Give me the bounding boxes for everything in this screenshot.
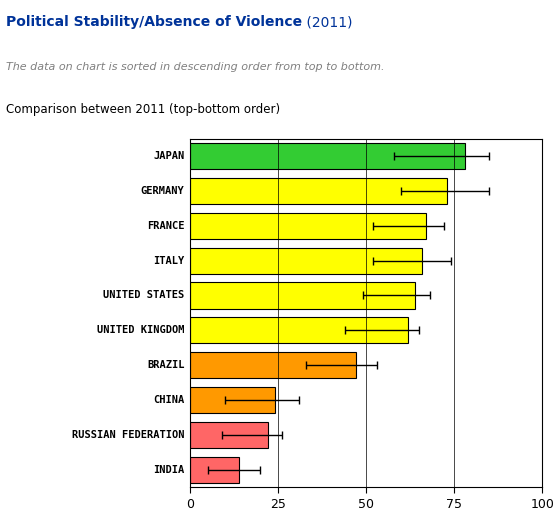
Bar (190, 457, 239, 483)
Bar (190, 282, 415, 308)
Bar (190, 247, 423, 273)
Text: CHINA: CHINA (153, 395, 184, 405)
Bar (190, 317, 409, 344)
Bar (190, 212, 426, 239)
Text: Political Stability/Absence of Violence: Political Stability/Absence of Violence (6, 15, 302, 29)
Text: JAPAN: JAPAN (153, 151, 184, 161)
Bar (190, 177, 447, 204)
Bar (190, 143, 465, 169)
Text: (2011): (2011) (302, 15, 352, 29)
Text: UNITED KINGDOM: UNITED KINGDOM (97, 325, 184, 336)
Text: GERMANY: GERMANY (141, 186, 184, 196)
Text: Comparison between 2011 (top-bottom order): Comparison between 2011 (top-bottom orde… (6, 103, 279, 115)
Text: INDIA: INDIA (153, 465, 184, 475)
Text: BRAZIL: BRAZIL (147, 360, 184, 370)
Text: RUSSIAN FEDERATION: RUSSIAN FEDERATION (72, 430, 184, 440)
Bar (190, 422, 268, 448)
Text: ITALY: ITALY (153, 255, 184, 266)
Bar (190, 352, 356, 379)
Text: UNITED STATES: UNITED STATES (103, 290, 184, 301)
Bar (190, 387, 274, 413)
Text: FRANCE: FRANCE (147, 221, 184, 231)
Text: The data on chart is sorted in descending order from top to bottom.: The data on chart is sorted in descendin… (6, 62, 384, 71)
